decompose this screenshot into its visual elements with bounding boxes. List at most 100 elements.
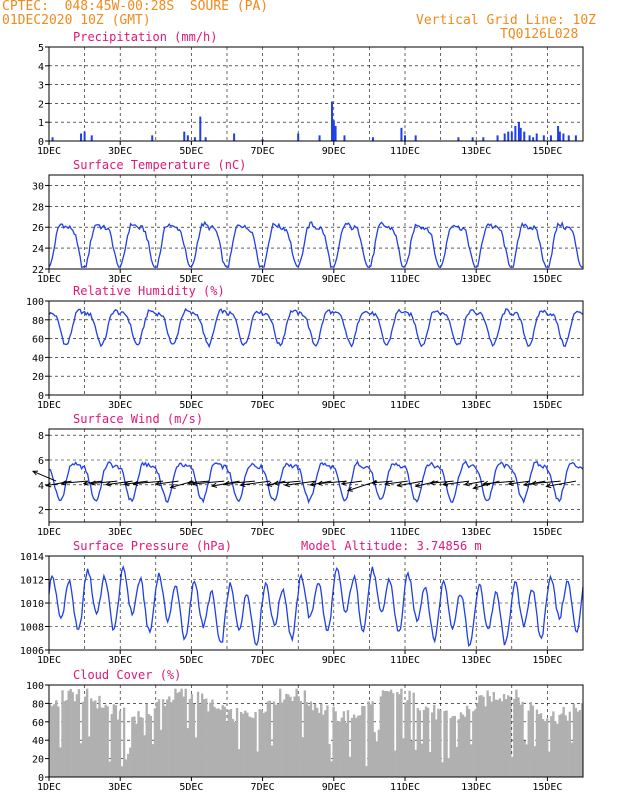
cloud-bar <box>531 705 535 777</box>
cloud-bar <box>98 695 101 777</box>
y-tick-label: 100 <box>26 297 44 308</box>
cloud-bar <box>324 710 327 777</box>
wind-arrow-head <box>522 481 529 487</box>
cloud-bar <box>507 695 510 777</box>
x-tick-label: 9DEC <box>322 274 346 285</box>
panel-frame <box>48 46 584 142</box>
cloud-bar <box>332 706 335 777</box>
y-tick-label: 2 <box>38 506 44 517</box>
x-tick-label: 11DEC <box>390 274 420 285</box>
wind-arrow <box>187 480 210 484</box>
cloud-bar <box>500 701 504 777</box>
cloud-bar <box>527 710 530 777</box>
cloud-bar <box>258 708 261 777</box>
x-tick-label: 7DEC <box>251 146 275 157</box>
cloud-bar <box>227 709 231 777</box>
cloud-bar <box>207 711 210 777</box>
wind-arrow <box>192 480 225 485</box>
wind-arrow-head <box>441 481 449 487</box>
y-tick-label: 20 <box>32 755 44 766</box>
panel-3: Surface Wind (m/s) 2 4 6 8 1DEC 3DEC 5DEC 7DEC 9D… <box>31 412 584 538</box>
precip-bar <box>90 135 93 141</box>
wind-arrow-head <box>316 480 323 486</box>
panel-title: Relative Humidity (%) <box>73 284 225 298</box>
precip-bar <box>404 135 406 141</box>
cloud-bar <box>180 688 183 777</box>
cloud-bar <box>433 704 436 777</box>
cloud-bar <box>398 694 401 777</box>
cloud-bar <box>340 717 343 777</box>
x-tick-label: 3DEC <box>108 146 132 157</box>
cloud-bar <box>342 711 346 777</box>
header-grid-note: Vertical Grid Line: 10Z <box>416 13 597 28</box>
y-tick-label: 60 <box>32 718 44 729</box>
cloud-bar <box>367 701 370 777</box>
cloud-bar <box>57 706 60 777</box>
wind-arrow-head <box>545 483 552 489</box>
cloud-bar <box>252 718 255 777</box>
cloud-bar <box>359 715 362 777</box>
cloud-bar <box>65 700 68 777</box>
cloud-bar <box>147 714 150 777</box>
precip-bar <box>371 137 374 141</box>
cloud-bar <box>254 711 257 777</box>
y-tick-label: 1008 <box>20 623 44 634</box>
cloud-bar <box>205 698 208 777</box>
cloud-bar <box>75 694 79 777</box>
cloud-bar <box>274 704 278 777</box>
precip-bar <box>183 131 186 141</box>
cloud-bar <box>153 708 157 777</box>
cloud-bar <box>164 706 167 777</box>
precip-bar <box>517 122 520 141</box>
wind-arrow-head <box>346 486 353 492</box>
wind-arrow <box>285 480 317 486</box>
cloud-bar <box>79 743 83 777</box>
cloud-bar <box>318 712 321 777</box>
y-tick-label: 22 <box>32 265 44 276</box>
cloud-bar <box>291 701 294 777</box>
cloud-bar <box>574 708 578 777</box>
wind-arrow <box>385 480 408 485</box>
y-tick-label: 0 <box>38 773 44 784</box>
cloud-bar <box>127 753 130 777</box>
cloud-bar <box>176 692 179 777</box>
cloud-bar <box>209 702 212 777</box>
cloud-bar <box>410 740 413 777</box>
wind-arrow-head <box>284 482 291 488</box>
cloud-bar <box>492 692 495 777</box>
y-tick-label: 20 <box>32 372 44 383</box>
cloud-bar <box>357 715 360 777</box>
x-tick-label: 3DEC <box>108 400 132 411</box>
y-tick-label: 24 <box>32 244 44 255</box>
cloud-bar <box>276 703 280 777</box>
cloud-bar <box>221 705 224 777</box>
panel-1: Surface Temperature (nC) 22 24 26 28 30 1DEC 3D… <box>32 158 584 285</box>
cloud-bar <box>564 715 567 777</box>
x-tick-label: 15DEC <box>532 146 562 157</box>
cloud-bar <box>250 717 253 777</box>
precip-bar <box>193 137 196 141</box>
cloud-bar <box>100 707 103 777</box>
cloud-bar <box>334 711 337 777</box>
precip-bar <box>496 135 499 141</box>
cloud-bar <box>541 719 545 777</box>
series-line <box>48 220 583 269</box>
wind-arrow-head <box>31 470 39 476</box>
cloud-bar <box>83 696 87 777</box>
wind-arrow-head <box>272 480 279 486</box>
cloud-bar <box>155 702 159 777</box>
cloud-bar <box>137 711 140 777</box>
wind-arrow <box>224 480 255 485</box>
cloud-bar <box>385 690 389 777</box>
cloud-bar <box>256 751 259 777</box>
wind-arrow <box>341 480 362 485</box>
cloud-bar <box>502 694 506 777</box>
y-tick-label: 80 <box>32 316 44 327</box>
cloud-bar <box>272 701 276 777</box>
wind-arrow-head <box>154 480 161 487</box>
x-tick-label: 13DEC <box>461 274 491 285</box>
x-tick-label: 5DEC <box>179 274 203 285</box>
y-tick-label: 100 <box>26 681 44 692</box>
wind-arrow <box>133 480 164 485</box>
x-tick-label: 15DEC <box>532 400 562 411</box>
